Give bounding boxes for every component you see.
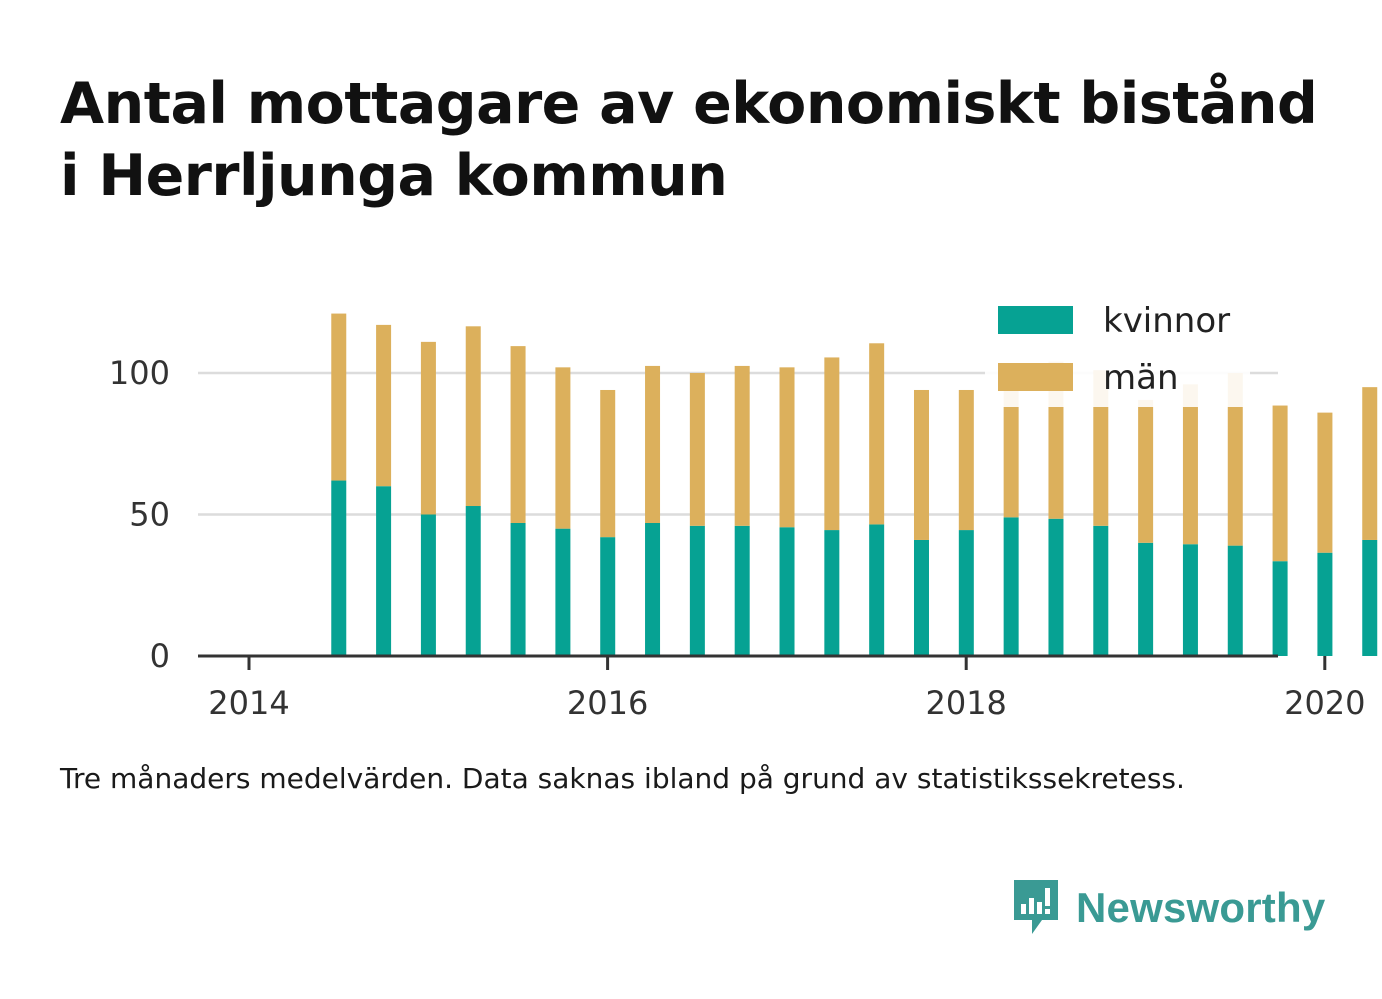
x-tick-label-2018: 2018 xyxy=(925,684,1006,722)
bar-kvinnor-2014-11 xyxy=(420,514,436,656)
bar-man-2020-02 xyxy=(1362,387,1378,540)
bar-man-2016-11 xyxy=(779,367,795,528)
legend: kvinnor män xyxy=(985,292,1250,407)
bar-kvinnor-2016-11 xyxy=(779,527,795,656)
bar-man-2018-08 xyxy=(1093,370,1109,526)
bar-kvinnor-2014-08 xyxy=(376,486,392,656)
legend-label-man: män xyxy=(1103,358,1179,398)
bar-kvinnor-2019-02 xyxy=(1182,544,1198,656)
bar-man-2015-05 xyxy=(510,346,526,523)
legend-label-kvinnor: kvinnor xyxy=(1103,301,1230,341)
bar-kvinnor-2019-08 xyxy=(1272,561,1288,656)
bar-man-2015-08 xyxy=(555,367,571,529)
bar-kvinnor-2019-05 xyxy=(1227,545,1243,656)
bar-man-2015-11 xyxy=(600,389,616,538)
bar-kvinnor-2019-11 xyxy=(1317,552,1333,656)
legend-swatch-man xyxy=(998,363,1073,391)
brand[interactable]: Newsworthy xyxy=(1010,876,1325,940)
bar-kvinnor-2017-05 xyxy=(869,524,885,656)
bar-kvinnor-2018-05 xyxy=(1048,518,1064,656)
bar-kvinnor-2015-02 xyxy=(465,506,481,656)
chart-caption: Tre månaders medelvärden. Data saknas ib… xyxy=(60,762,1185,795)
bar-kvinnor-2017-08 xyxy=(913,539,929,656)
bar-kvinnor-2016-08 xyxy=(734,525,750,656)
chart-title: Antal mottagare av ekonomiskt bistånd i … xyxy=(60,71,1318,209)
bar-man-2017-02 xyxy=(824,357,840,531)
bar-man-2016-02 xyxy=(645,365,661,523)
y-tick-label-0: 0 xyxy=(150,637,170,675)
bar-kvinnor-2015-11 xyxy=(600,537,616,656)
x-tick-label-2016: 2016 xyxy=(567,684,648,722)
axis-layer: 050100201420162018202020222024 xyxy=(109,354,1366,722)
bar-kvinnor-2018-08 xyxy=(1093,525,1109,656)
bar-man-2016-05 xyxy=(689,373,705,526)
bar-man-2018-11 xyxy=(1138,399,1154,543)
bar-kvinnor-2017-11 xyxy=(958,530,974,656)
bar-kvinnor-2014-05 xyxy=(331,480,347,656)
bar-kvinnor-2020-02 xyxy=(1362,539,1378,656)
bar-kvinnor-2015-08 xyxy=(555,528,571,656)
bar-kvinnor-2016-05 xyxy=(689,525,705,656)
bar-man-2019-05 xyxy=(1227,373,1243,546)
bar-kvinnor-2018-11 xyxy=(1138,542,1154,656)
bar-man-2014-08 xyxy=(376,324,392,487)
newsworthy-logo-icon xyxy=(1014,880,1058,934)
bar-man-2017-05 xyxy=(869,343,885,525)
bar-kvinnor-2018-02 xyxy=(1003,517,1019,656)
brand-name: Newsworthy xyxy=(1076,884,1326,931)
legend-swatch-kvinnor xyxy=(998,306,1073,334)
x-tick-label-2020: 2020 xyxy=(1284,684,1365,722)
bar-man-2016-08 xyxy=(734,365,750,526)
bar-man-2019-11 xyxy=(1317,412,1333,553)
y-tick-label-100: 100 xyxy=(109,354,170,392)
bar-kvinnor-2017-02 xyxy=(824,530,840,656)
bar-man-2019-02 xyxy=(1182,384,1198,545)
y-tick-label-50: 50 xyxy=(129,496,170,534)
bar-kvinnor-2015-05 xyxy=(510,522,526,656)
bar-kvinnor-2016-02 xyxy=(645,522,661,656)
bar-man-2014-11 xyxy=(420,341,436,515)
x-tick-label-2014: 2014 xyxy=(208,684,289,722)
bar-man-2015-02 xyxy=(465,326,481,507)
bar-man-2014-05 xyxy=(331,313,347,481)
bar-man-2017-08 xyxy=(913,389,929,540)
bar-man-2019-08 xyxy=(1272,405,1288,562)
bar-man-2017-11 xyxy=(958,389,974,531)
